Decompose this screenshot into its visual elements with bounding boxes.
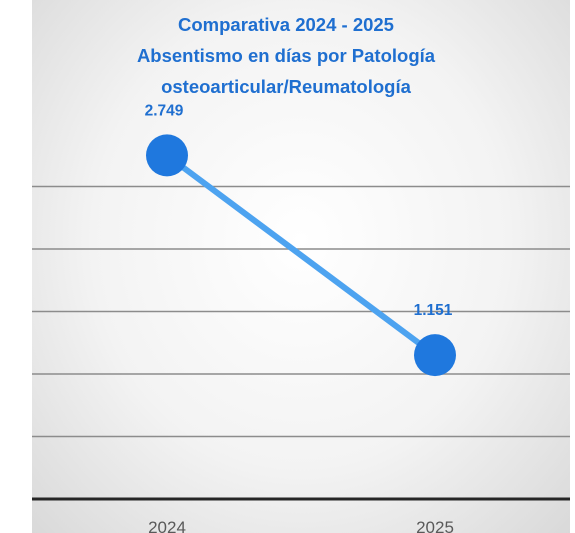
data-label-2025: 1.151: [414, 302, 453, 319]
title-line-3: osteoarticular/Reumatología: [161, 76, 412, 97]
title-line-2: Absentismo en días por Patología: [137, 45, 436, 66]
data-point-2024: [146, 134, 188, 177]
chart-title: Comparativa 2024 - 2025 Absentismo en dí…: [137, 14, 436, 97]
series-line-group: 2.749 1.151: [145, 102, 456, 377]
x-tick-label-2025: 2025: [416, 518, 454, 533]
title-line-1: Comparativa 2024 - 2025: [178, 14, 394, 35]
data-point-2025: [414, 334, 456, 377]
series-line: [164, 152, 438, 359]
gridlines: [32, 185, 570, 501]
x-tick-label-2024: 2024: [148, 518, 186, 533]
x-axis-ticks: 2024 2025: [148, 518, 454, 533]
plot-area: [32, 0, 570, 533]
data-label-2024: 2.749: [145, 102, 184, 119]
